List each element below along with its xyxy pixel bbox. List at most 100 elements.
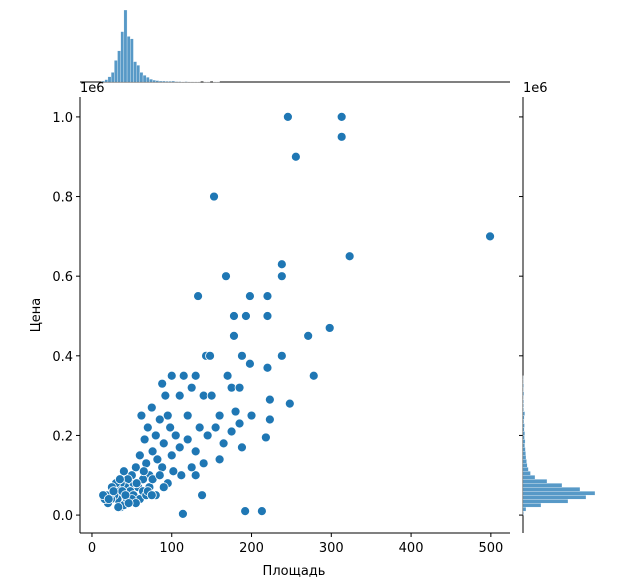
y-tick-label: 0.2 [52, 429, 73, 444]
point [237, 350, 247, 361]
x-tick-label: 500 [478, 541, 503, 556]
point [190, 446, 201, 457]
point [146, 490, 157, 501]
hist-bar [522, 491, 596, 496]
point [166, 370, 177, 381]
hist-bar [101, 80, 105, 83]
point [284, 398, 295, 409]
point [108, 486, 119, 497]
hist-bar [133, 61, 137, 83]
hist-bar [522, 419, 525, 424]
point [276, 271, 287, 282]
y-tick-label: 0.0 [52, 509, 73, 524]
point [176, 470, 187, 481]
point [282, 112, 293, 122]
point [131, 478, 142, 489]
x-tick-label: 400 [399, 541, 424, 556]
point [210, 422, 221, 433]
point [193, 291, 203, 301]
point [202, 430, 213, 441]
hist-bar [107, 76, 112, 83]
y-axis-label: Цена [29, 298, 44, 333]
hist-bar [139, 72, 144, 83]
point [157, 378, 168, 389]
point [186, 462, 197, 473]
hist-bar [126, 36, 131, 83]
hist-bar [522, 427, 525, 432]
point [113, 502, 124, 513]
hist-bar [114, 60, 118, 83]
point [229, 311, 239, 321]
point [276, 350, 287, 361]
point [134, 450, 145, 461]
hist-bar [149, 78, 153, 83]
hist-bar [522, 479, 548, 484]
point [123, 498, 134, 509]
hist-bar [158, 80, 163, 83]
point [136, 410, 147, 421]
point [166, 450, 177, 461]
hist-bar [162, 80, 166, 83]
point [165, 422, 176, 433]
point [158, 438, 169, 449]
point [142, 422, 153, 433]
point [221, 271, 231, 282]
hist-bar [522, 463, 528, 468]
hist-bar [130, 38, 134, 83]
point [485, 231, 495, 242]
hist-bar [168, 81, 172, 83]
point [182, 410, 193, 421]
point [174, 390, 185, 401]
point [146, 402, 157, 413]
point [344, 251, 355, 262]
point [241, 311, 251, 321]
hist-bar [522, 510, 524, 516]
point [230, 406, 241, 417]
hist-bar [522, 499, 569, 504]
point [234, 382, 245, 393]
point [198, 458, 209, 469]
hist-bar [142, 75, 147, 83]
point [262, 362, 273, 373]
hist-bar [522, 403, 524, 408]
point [336, 112, 347, 122]
point [262, 311, 273, 321]
point [240, 506, 251, 517]
hist-bar [117, 50, 121, 83]
point [229, 331, 239, 341]
point [147, 446, 158, 457]
hist-bar [522, 423, 525, 428]
point [324, 323, 335, 333]
hist-bar [522, 383, 524, 388]
hist-bar [146, 77, 150, 83]
point [209, 191, 219, 202]
hist-bar [522, 506, 527, 512]
x-tick-label: 300 [319, 541, 344, 556]
point [194, 422, 205, 433]
hist-bar [522, 483, 563, 488]
point [260, 432, 271, 443]
hist-bar [522, 495, 587, 500]
point [154, 414, 165, 425]
hist-bar [522, 487, 581, 492]
point [197, 490, 207, 501]
hist-bar [522, 459, 527, 464]
point [336, 131, 347, 142]
point [190, 470, 201, 481]
hist-bar [155, 80, 160, 83]
hist-bar [171, 80, 176, 83]
x-tick-label: 0 [88, 541, 96, 556]
hist-bar [522, 471, 531, 476]
y-tick-label: 0.4 [52, 350, 73, 365]
point [178, 370, 189, 381]
point [182, 434, 193, 445]
point [160, 390, 171, 401]
hist-bar [123, 9, 128, 83]
point [130, 462, 141, 473]
hist-bar [522, 431, 525, 436]
point [152, 454, 163, 465]
point [205, 350, 215, 361]
hist-bar [165, 81, 169, 83]
hist-bar [522, 439, 526, 444]
hist-bar [120, 31, 125, 83]
